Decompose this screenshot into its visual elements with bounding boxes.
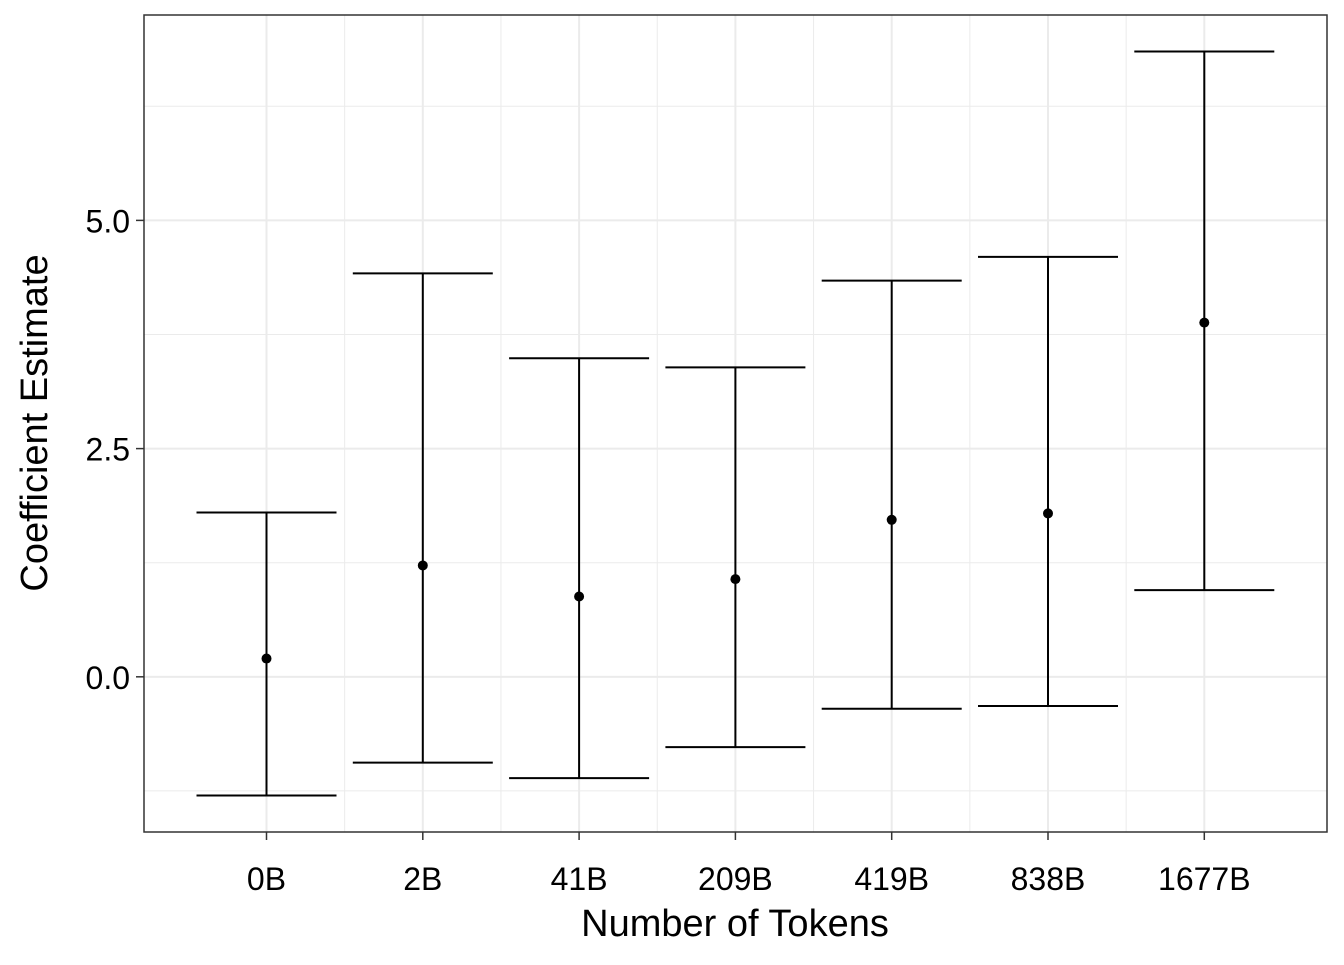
estimate-point — [574, 591, 585, 602]
estimate-point — [1043, 508, 1053, 519]
x-axis-label: Number of Tokens — [581, 903, 889, 945]
axis-layer: 0.0 2.5 5.0 0B 2B 41B 209B 419B 838B 1677B — [86, 203, 1251, 897]
x-tick-label: 2B — [403, 861, 442, 897]
errorbar-1677B — [1134, 50, 1275, 592]
x-tick-label: 838B — [1011, 861, 1086, 897]
errorbar-2B — [352, 272, 493, 764]
x-tick-label: 1677B — [1158, 861, 1251, 897]
errorbar-209B — [665, 366, 806, 749]
errorbar-419B — [821, 279, 962, 710]
y-tick-label: 2.5 — [86, 432, 130, 468]
marks-layer — [196, 50, 1275, 797]
errorbar-0B — [196, 511, 337, 797]
estimate-point — [1199, 317, 1210, 328]
x-tick-label: 419B — [854, 861, 929, 897]
estimate-point — [261, 653, 272, 664]
errorbar-838B — [978, 255, 1118, 708]
y-tick-label: 0.0 — [86, 660, 130, 696]
estimate-point — [730, 574, 741, 585]
x-tick-label: 209B — [698, 861, 773, 897]
estimate-point — [417, 560, 428, 571]
y-axis-label: Coefficient Estimate — [14, 254, 56, 591]
y-tick-label: 5.0 — [86, 203, 130, 239]
estimate-point — [886, 514, 897, 525]
x-tick-label: 0B — [247, 861, 286, 897]
errorbar-41B — [509, 357, 650, 780]
x-tick-label: 41B — [551, 861, 608, 897]
